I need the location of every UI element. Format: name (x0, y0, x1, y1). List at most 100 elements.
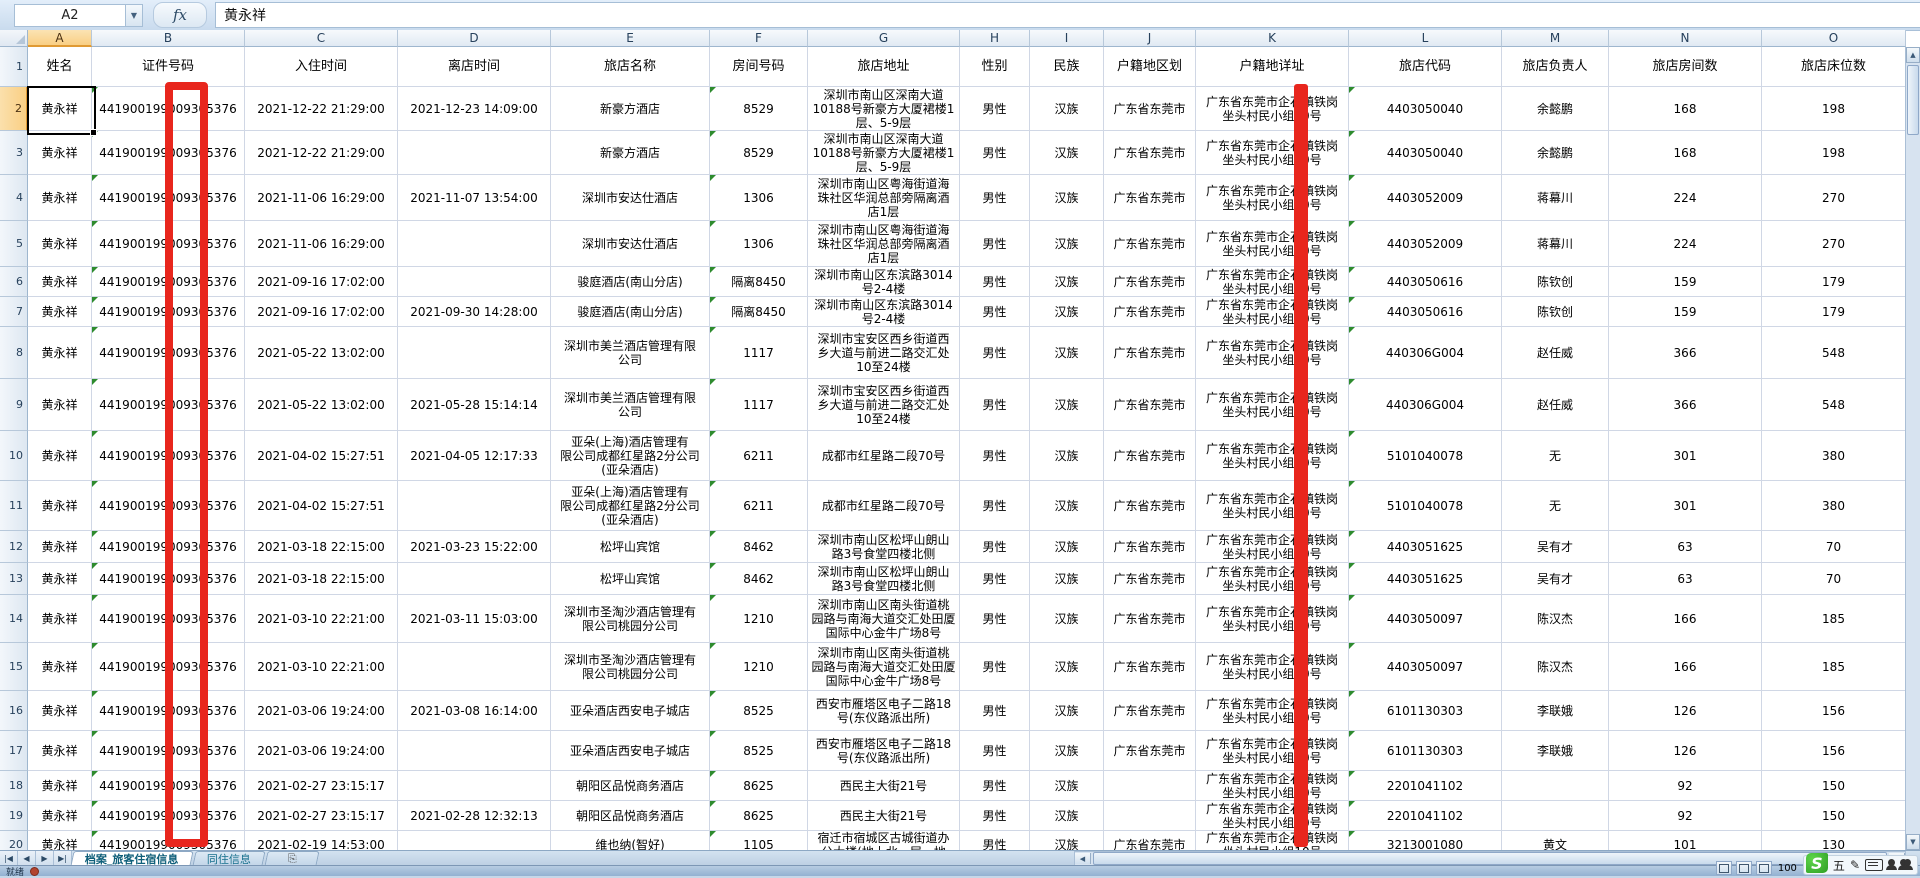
cell-O2[interactable]: 198 (1762, 87, 1906, 131)
cell-M8[interactable]: 赵任威 (1502, 327, 1609, 379)
cell-D3[interactable] (398, 131, 551, 175)
formula-input[interactable]: 黄永祥 (215, 2, 1920, 28)
cell-M9[interactable]: 赵任威 (1502, 379, 1609, 431)
cell-N11[interactable]: 301 (1609, 481, 1762, 531)
cell-H15[interactable]: 男性 (960, 643, 1030, 691)
first-sheet-button[interactable]: |◀ (0, 851, 18, 866)
cell-C1[interactable]: 入住时间 (245, 47, 398, 87)
cell-E15[interactable]: 深圳市圣淘沙酒店管理有 限公司桃园分公司 (551, 643, 710, 691)
cell-I20[interactable]: 汉族 (1030, 831, 1104, 850)
cell-N15[interactable]: 166 (1609, 643, 1762, 691)
cell-F7[interactable]: 隔离8450 (710, 297, 808, 327)
cell-N20[interactable]: 101 (1609, 831, 1762, 850)
cell-N3[interactable]: 168 (1609, 131, 1762, 175)
cell-C5[interactable]: 2021-11-06 16:29:00 (245, 221, 398, 267)
cell-G19[interactable]: 西民主大街21号 (808, 801, 960, 831)
cell-D12[interactable]: 2021-03-23 15:22:00 (398, 531, 551, 563)
cell-F6[interactable]: 隔离8450 (710, 267, 808, 297)
cell-A11[interactable]: 黄永祥 (28, 481, 92, 531)
cell-I12[interactable]: 汉族 (1030, 531, 1104, 563)
sheet-tab-archive-lodging[interactable]: 档案_旅客住宿信息 (70, 851, 194, 866)
cell-K19[interactable]: 广东省东莞市企石镇铁岗 坐头村民小组10号 (1196, 801, 1349, 831)
prev-sheet-button[interactable]: ◀ (18, 851, 36, 866)
cell-L11[interactable]: 5101040078 (1349, 481, 1502, 531)
page-break-view-icon[interactable] (1755, 861, 1772, 875)
cell-E18[interactable]: 朝阳区品悦商务酒店 (551, 771, 710, 801)
cell-O11[interactable]: 380 (1762, 481, 1906, 531)
cell-J3[interactable]: 广东省东莞市 (1104, 131, 1196, 175)
cell-I10[interactable]: 汉族 (1030, 431, 1104, 481)
cell-I6[interactable]: 汉族 (1030, 267, 1104, 297)
cell-C15[interactable]: 2021-03-10 22:21:00 (245, 643, 398, 691)
cell-J8[interactable]: 广东省东莞市 (1104, 327, 1196, 379)
cell-F12[interactable]: 8462 (710, 531, 808, 563)
cell-H10[interactable]: 男性 (960, 431, 1030, 481)
cell-K17[interactable]: 广东省东莞市企石镇铁岗 坐头村民小组10号 (1196, 731, 1349, 771)
cell-E14[interactable]: 深圳市圣淘沙酒店管理有 限公司桃园分公司 (551, 595, 710, 643)
cell-O14[interactable]: 185 (1762, 595, 1906, 643)
column-letter-F[interactable]: F (710, 30, 808, 47)
cell-J4[interactable]: 广东省东莞市 (1104, 175, 1196, 221)
cell-J7[interactable]: 广东省东莞市 (1104, 297, 1196, 327)
cell-G16[interactable]: 西安市雁塔区电子二路18 号(东仪路派出所) (808, 691, 960, 731)
cell-N19[interactable]: 92 (1609, 801, 1762, 831)
cell-N13[interactable]: 63 (1609, 563, 1762, 595)
cell-N16[interactable]: 126 (1609, 691, 1762, 731)
cell-K8[interactable]: 广东省东莞市企石镇铁岗 坐头村民小组10号 (1196, 327, 1349, 379)
ime-pen-icon[interactable]: ✎ (1849, 858, 1860, 872)
cell-I17[interactable]: 汉族 (1030, 731, 1104, 771)
row-number-2[interactable]: 2 (0, 87, 28, 131)
row-number-1[interactable]: 1 (0, 47, 28, 87)
cell-L20[interactable]: 3213001080 (1349, 831, 1502, 850)
cell-J1[interactable]: 户籍地区划 (1104, 47, 1196, 87)
cell-A1[interactable]: 姓名 (28, 47, 92, 87)
cell-N14[interactable]: 166 (1609, 595, 1762, 643)
cell-N5[interactable]: 224 (1609, 221, 1762, 267)
cell-O8[interactable]: 548 (1762, 327, 1906, 379)
cell-G20[interactable]: 宿迁市宿城区古城街道办 公大楼(地上北一层、地 (808, 831, 960, 850)
cell-D20[interactable] (398, 831, 551, 850)
cell-E17[interactable]: 亚朵酒店西安电子城店 (551, 731, 710, 771)
cell-H7[interactable]: 男性 (960, 297, 1030, 327)
cell-L10[interactable]: 5101040078 (1349, 431, 1502, 481)
cell-O9[interactable]: 548 (1762, 379, 1906, 431)
cell-L16[interactable]: 6101130303 (1349, 691, 1502, 731)
cell-H2[interactable]: 男性 (960, 87, 1030, 131)
cell-M19[interactable] (1502, 801, 1609, 831)
cell-F16[interactable]: 8525 (710, 691, 808, 731)
cell-D2[interactable]: 2021-12-23 14:09:00 (398, 87, 551, 131)
cell-J18[interactable] (1104, 771, 1196, 801)
cell-D10[interactable]: 2021-04-05 12:17:33 (398, 431, 551, 481)
cell-A2[interactable]: 黄永祥 (28, 87, 92, 131)
cell-H6[interactable]: 男性 (960, 267, 1030, 297)
cell-A20[interactable]: 黄永祥 (28, 831, 92, 850)
cell-O16[interactable]: 156 (1762, 691, 1906, 731)
cell-C10[interactable]: 2021-04-02 15:27:51 (245, 431, 398, 481)
last-sheet-button[interactable]: ▶| (54, 851, 72, 866)
cell-A6[interactable]: 黄永祥 (28, 267, 92, 297)
cell-K14[interactable]: 广东省东莞市企石镇铁岗 坐头村民小组10号 (1196, 595, 1349, 643)
next-sheet-button[interactable]: ▶ (36, 851, 54, 866)
cell-E3[interactable]: 新豪方酒店 (551, 131, 710, 175)
cell-J14[interactable]: 广东省东莞市 (1104, 595, 1196, 643)
cell-I4[interactable]: 汉族 (1030, 175, 1104, 221)
cell-G12[interactable]: 深圳市南山区松坪山朗山 路3号食堂四楼北侧 (808, 531, 960, 563)
cell-C19[interactable]: 2021-02-27 23:15:17 (245, 801, 398, 831)
cell-M16[interactable]: 李联娥 (1502, 691, 1609, 731)
cell-I15[interactable]: 汉族 (1030, 643, 1104, 691)
sheet-tab-cohabit[interactable]: 同住信息 (191, 851, 266, 866)
cell-O4[interactable]: 270 (1762, 175, 1906, 221)
cell-D1[interactable]: 离店时间 (398, 47, 551, 87)
cell-C8[interactable]: 2021-05-22 13:02:00 (245, 327, 398, 379)
scroll-down-icon[interactable]: ▼ (1906, 834, 1920, 850)
cell-O3[interactable]: 198 (1762, 131, 1906, 175)
cell-E19[interactable]: 朝阳区品悦商务酒店 (551, 801, 710, 831)
row-number-14[interactable]: 14 (0, 595, 28, 643)
cell-K18[interactable]: 广东省东莞市企石镇铁岗 坐头村民小组10号 (1196, 771, 1349, 801)
cell-N7[interactable]: 159 (1609, 297, 1762, 327)
cell-F8[interactable]: 1117 (710, 327, 808, 379)
cell-I8[interactable]: 汉族 (1030, 327, 1104, 379)
cell-C4[interactable]: 2021-11-06 16:29:00 (245, 175, 398, 221)
row-number-15[interactable]: 15 (0, 643, 28, 691)
scroll-left-icon[interactable]: ◀ (1075, 853, 1091, 864)
